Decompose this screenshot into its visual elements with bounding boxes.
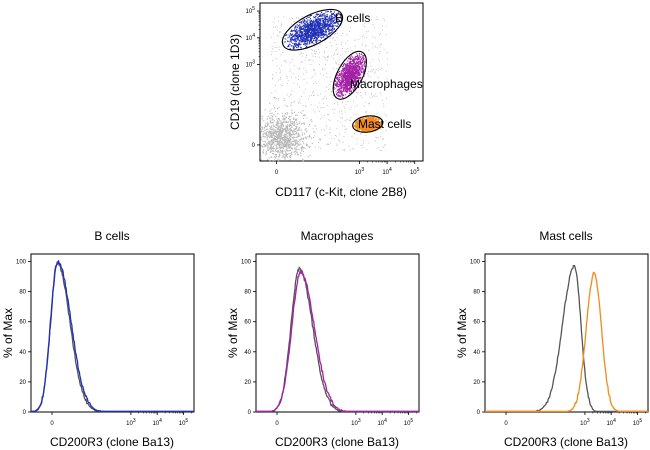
y-tick-label: 80 — [244, 290, 251, 296]
histogram-series-line-stained — [30, 260, 195, 413]
y-tick-label: 40 — [19, 350, 26, 356]
histogram-macrophages-series — [255, 266, 420, 413]
y-tick-label: 60 — [473, 320, 480, 326]
histogram-macrophages-x-axis-label: CD200R3 (clone Ba13) — [275, 435, 399, 449]
scatter-points-macrophages — [333, 52, 367, 99]
histogram-macrophages-frame — [255, 253, 420, 413]
x-tick-label: 104 — [382, 167, 392, 176]
histogram-series-line-stained — [255, 270, 420, 413]
histogram-macrophages-y-axis-label: % of Max — [226, 308, 240, 358]
histogram-series-line-stained — [484, 271, 649, 413]
dot-plot-y-axis-label: CD19 (clone 1D3) — [228, 34, 242, 130]
x-tick-label: 104 — [377, 418, 387, 427]
x-tick-label: 105 — [404, 418, 414, 427]
histogram-mast-cells-series — [484, 264, 649, 413]
dot-plot: 0 103 104 105 0 103 104 105 B cells Macrophage… — [228, 2, 424, 199]
x-tick-label: 104 — [152, 418, 162, 427]
y-tick-label: 103 — [246, 60, 256, 69]
histogram-b-cells-x-axis-label: CD200R3 (clone Ba13) — [50, 435, 174, 449]
x-tick-label: 0 — [504, 421, 508, 427]
histogram-mast-cells: Mast cells 0 20 40 60 80 100 0 103 104 105 % of M… — [455, 229, 649, 449]
gate-macrophages — [332, 50, 367, 100]
histogram-b-cells-ticks: 0 20 40 60 80 100 0 103 104 105 — [16, 260, 192, 427]
y-tick-label: 40 — [244, 350, 251, 356]
x-tick-label: 103 — [580, 418, 590, 427]
y-tick-label: 100 — [16, 260, 27, 266]
x-tick-label: 103 — [355, 167, 365, 176]
y-tick-label: 80 — [473, 290, 480, 296]
histogram-mast-cells-x-axis-label: CD200R3 (clone Ba13) — [504, 435, 628, 449]
y-tick-label: 0 — [23, 410, 27, 416]
histogram-b-cells-series — [30, 260, 195, 413]
gate-label-macrophages: Macrophages — [350, 77, 423, 91]
y-tick-label: 100 — [470, 260, 481, 266]
y-tick-label: 0 — [248, 410, 252, 416]
gate-b-cells — [281, 8, 344, 51]
histogram-mast-cells-y-axis-label: % of Max — [455, 308, 469, 358]
x-tick-label: 105 — [179, 418, 189, 427]
gate-label-b-cells: B cells — [335, 11, 370, 25]
scatter-points-b-cells — [284, 10, 343, 51]
x-tick-label: 105 — [633, 418, 643, 427]
dot-plot-x-ticks: 0 103 104 105 — [275, 161, 420, 176]
x-tick-label: 0 — [50, 421, 54, 427]
histogram-mast-cells-frame — [484, 253, 649, 413]
scatter-points — [260, 10, 388, 163]
x-tick-label: 104 — [606, 418, 616, 427]
y-tick-label: 80 — [19, 290, 26, 296]
histogram-macrophages: Macrophages 0 20 40 60 80 100 0 103 104 105 % of … — [226, 229, 420, 449]
histogram-mast-cells-title: Mast cells — [539, 229, 592, 243]
y-tick-label: 104 — [246, 33, 256, 42]
dot-plot-x-axis-label: CD117 (c-Kit, clone 2B8) — [275, 185, 407, 199]
y-tick-label: 0 — [477, 410, 481, 416]
histogram-b-cells-y-axis-label: % of Max — [1, 308, 15, 358]
dot-plot-y-ticks: 0 103 104 105 — [246, 6, 260, 149]
y-tick-label: 60 — [19, 320, 26, 326]
histogram-b-cells-title: B cells — [94, 229, 129, 243]
y-tick-label: 20 — [19, 380, 26, 386]
x-tick-label: 103 — [351, 418, 361, 427]
gate-label-mast-cells: Mast cells — [358, 117, 411, 131]
x-tick-label: 0 — [275, 170, 279, 176]
histogram-mast-cells-ticks: 0 20 40 60 80 100 0 103 104 105 — [470, 260, 646, 427]
y-tick-label: 40 — [473, 350, 480, 356]
scatter-background-events — [260, 16, 388, 163]
y-tick-label: 20 — [244, 380, 251, 386]
histogram-macrophages-ticks: 0 20 40 60 80 100 0 103 104 105 — [241, 260, 417, 427]
y-tick-label: 0 — [252, 143, 256, 149]
histogram-b-cells-frame — [30, 253, 195, 413]
x-tick-label: 0 — [275, 421, 279, 427]
y-tick-label: 100 — [241, 260, 252, 266]
x-tick-label: 105 — [410, 167, 420, 176]
histogram-macrophages-title: Macrophages — [301, 229, 374, 243]
gate-mast-cells — [352, 115, 384, 133]
scatter-points-mast-cells — [353, 116, 383, 133]
x-tick-label: 103 — [126, 418, 136, 427]
y-tick-label: 20 — [473, 380, 480, 386]
y-tick-label: 105 — [246, 6, 256, 15]
scatter-gates — [281, 8, 384, 133]
y-tick-label: 60 — [244, 320, 251, 326]
